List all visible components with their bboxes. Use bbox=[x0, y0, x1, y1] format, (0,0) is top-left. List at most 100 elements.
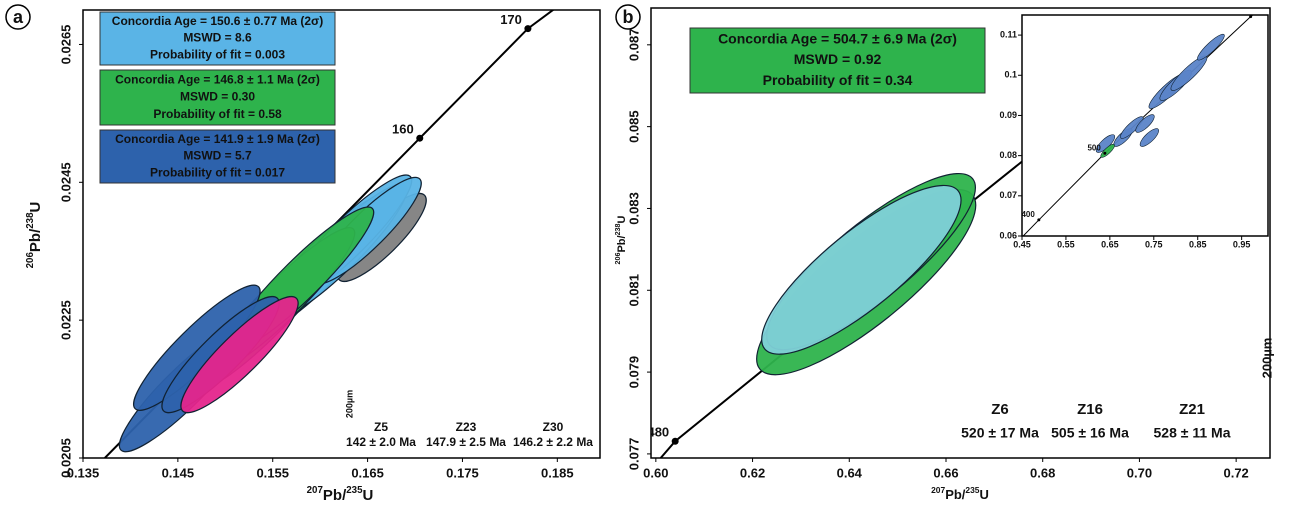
y-tick-label: 0.0205 bbox=[58, 438, 73, 478]
panel-badge bbox=[5, 4, 31, 30]
y-axis-label: 206Pb/238U bbox=[614, 215, 628, 264]
y-tick-label: 0.083 bbox=[626, 192, 641, 225]
y-tick-label: 0.09 bbox=[999, 110, 1017, 120]
y-tick-label: 0.085 bbox=[626, 110, 641, 143]
grain-age: 146.2 ± 2.2 Ma bbox=[513, 435, 593, 449]
y-tick-label: 0.079 bbox=[626, 356, 641, 389]
grain-age: 520 ± 17 Ma bbox=[961, 425, 1039, 441]
legend-box bbox=[99, 11, 336, 66]
grain-id: Z5 bbox=[374, 420, 388, 434]
legend-mswd: MSWD = 5.7 bbox=[183, 149, 252, 163]
isotope-mass: 207 bbox=[307, 485, 323, 496]
legend-age: Concordia Age = 141.9 ± 1.9 Ma (2σ) bbox=[115, 132, 320, 146]
age-marker bbox=[416, 134, 424, 142]
x-tick-label: 0.85 bbox=[1189, 239, 1207, 249]
x-axis-label: 207Pb/235U bbox=[307, 485, 374, 504]
plot: 160 170 0.135 0.145 0.155 0.165 0.175 0.185 0.02… bbox=[25, 9, 601, 504]
age-label: 480 bbox=[647, 425, 669, 440]
y-axis-label: 206Pb/238U bbox=[25, 202, 44, 269]
grain-id: Z16 bbox=[1077, 401, 1103, 418]
y-tick-label: 0.11 bbox=[1000, 29, 1017, 39]
grain-age: 147.9 ± 2.5 Ma bbox=[426, 435, 506, 449]
panel-letter: a bbox=[13, 7, 24, 27]
y-tick-label: 0.0265 bbox=[58, 25, 73, 65]
age-marker bbox=[671, 437, 679, 445]
x-tick-label: 0.75 bbox=[1145, 239, 1163, 249]
legend-probability: Probability of fit = 0.003 bbox=[150, 47, 285, 61]
grain-id: Z30 bbox=[543, 420, 564, 434]
age-marker bbox=[1249, 15, 1253, 19]
isotope-mass: 235 bbox=[965, 485, 979, 495]
y-tick-label: 0.06 bbox=[999, 230, 1017, 240]
y-tick-label: 0.0245 bbox=[58, 162, 73, 202]
x-tick-label: 0.65 bbox=[1101, 239, 1119, 249]
grain-age: 142 ± 2.0 Ma bbox=[346, 435, 416, 449]
isotope-mass: 206 bbox=[25, 252, 36, 269]
legend-probability: Probability of fit = 0.58 bbox=[153, 107, 282, 121]
x-tick-label: 0.68 bbox=[1030, 465, 1055, 480]
x-tick-label: 0.66 bbox=[933, 465, 958, 480]
x-tick-label: 0.175 bbox=[446, 465, 479, 480]
plot-area: 160 170 bbox=[104, 10, 555, 458]
legend-mswd: MSWD = 0.92 bbox=[794, 51, 882, 67]
legend-box bbox=[689, 27, 986, 94]
legend-probability: Probability of fit = 0.017 bbox=[150, 165, 285, 179]
y-tick-label: 0.081 bbox=[626, 274, 641, 307]
x-tick-label: 0.70 bbox=[1127, 465, 1152, 480]
x-tick-label: 0.95 bbox=[1233, 239, 1251, 249]
x-tick-label: 0.45 bbox=[1013, 239, 1031, 249]
panel-badge bbox=[615, 4, 641, 30]
isotope-element: U bbox=[980, 487, 989, 502]
x-tick-label: 0.55 bbox=[1057, 239, 1075, 249]
legend-probability: Probability of fit = 0.34 bbox=[763, 72, 913, 88]
y-tick-label: 0.08 bbox=[999, 150, 1017, 160]
age-label: 400 bbox=[1021, 210, 1035, 219]
grain-id: Z21 bbox=[1179, 401, 1205, 418]
x-tick-label: 0.72 bbox=[1223, 465, 1248, 480]
x-tick-label: 0.135 bbox=[67, 465, 100, 480]
error-ellipse bbox=[1139, 128, 1159, 147]
plot-frame bbox=[82, 9, 601, 459]
plot-frame bbox=[650, 7, 1271, 459]
y-tick-label: 0.07 bbox=[999, 190, 1017, 200]
scale-bar-label: 200µm bbox=[1259, 338, 1274, 379]
isotope-element: U bbox=[616, 215, 628, 223]
x-tick-label: 0.155 bbox=[256, 465, 289, 480]
error-ellipse bbox=[1135, 114, 1155, 133]
legend-mswd: MSWD = 0.30 bbox=[180, 90, 255, 104]
age-label: 170 bbox=[500, 12, 522, 27]
grain-age: 505 ± 16 Ma bbox=[1051, 425, 1129, 441]
error-ellipse bbox=[1120, 116, 1144, 139]
grain-id: Z23 bbox=[456, 420, 477, 434]
y-tick-label: 0.087 bbox=[626, 29, 641, 62]
x-tick-label: 0.64 bbox=[837, 465, 863, 480]
error-ellipse bbox=[761, 184, 962, 355]
x-tick-label: 0.145 bbox=[162, 465, 195, 480]
age-marker bbox=[524, 25, 532, 33]
isotope-element: U bbox=[363, 487, 374, 504]
isotope-mass: 235 bbox=[346, 485, 363, 496]
panel-letter: b bbox=[623, 7, 634, 27]
error-ellipse bbox=[180, 296, 299, 414]
age-marker bbox=[1103, 151, 1107, 155]
isotope-element: Pb/ bbox=[27, 228, 44, 252]
age-label: 160 bbox=[392, 122, 414, 137]
plot-area: 480 bbox=[647, 105, 1092, 458]
y-tick-label: 0.0225 bbox=[58, 300, 73, 340]
isotope-element: Pb/ bbox=[323, 487, 347, 504]
y-tick-label: 0.077 bbox=[626, 438, 641, 471]
y-tick-label: 0.1 bbox=[1004, 70, 1017, 80]
legend-box bbox=[99, 129, 336, 184]
isotope-element: U bbox=[27, 202, 44, 213]
legend-age: Concordia Age = 504.7 ± 6.9 Ma (2σ) bbox=[718, 31, 957, 47]
x-tick-label: 0.60 bbox=[643, 465, 668, 480]
isotope-element: Pb/ bbox=[616, 235, 628, 252]
isotope-mass: 238 bbox=[614, 223, 622, 235]
isotope-mass: 207 bbox=[931, 485, 945, 495]
error-ellipse bbox=[1197, 33, 1225, 61]
x-axis-label: 207Pb/235U bbox=[931, 485, 989, 502]
grain-age: 528 ± 11 Ma bbox=[1154, 425, 1231, 441]
x-tick-label: 0.62 bbox=[740, 465, 765, 480]
